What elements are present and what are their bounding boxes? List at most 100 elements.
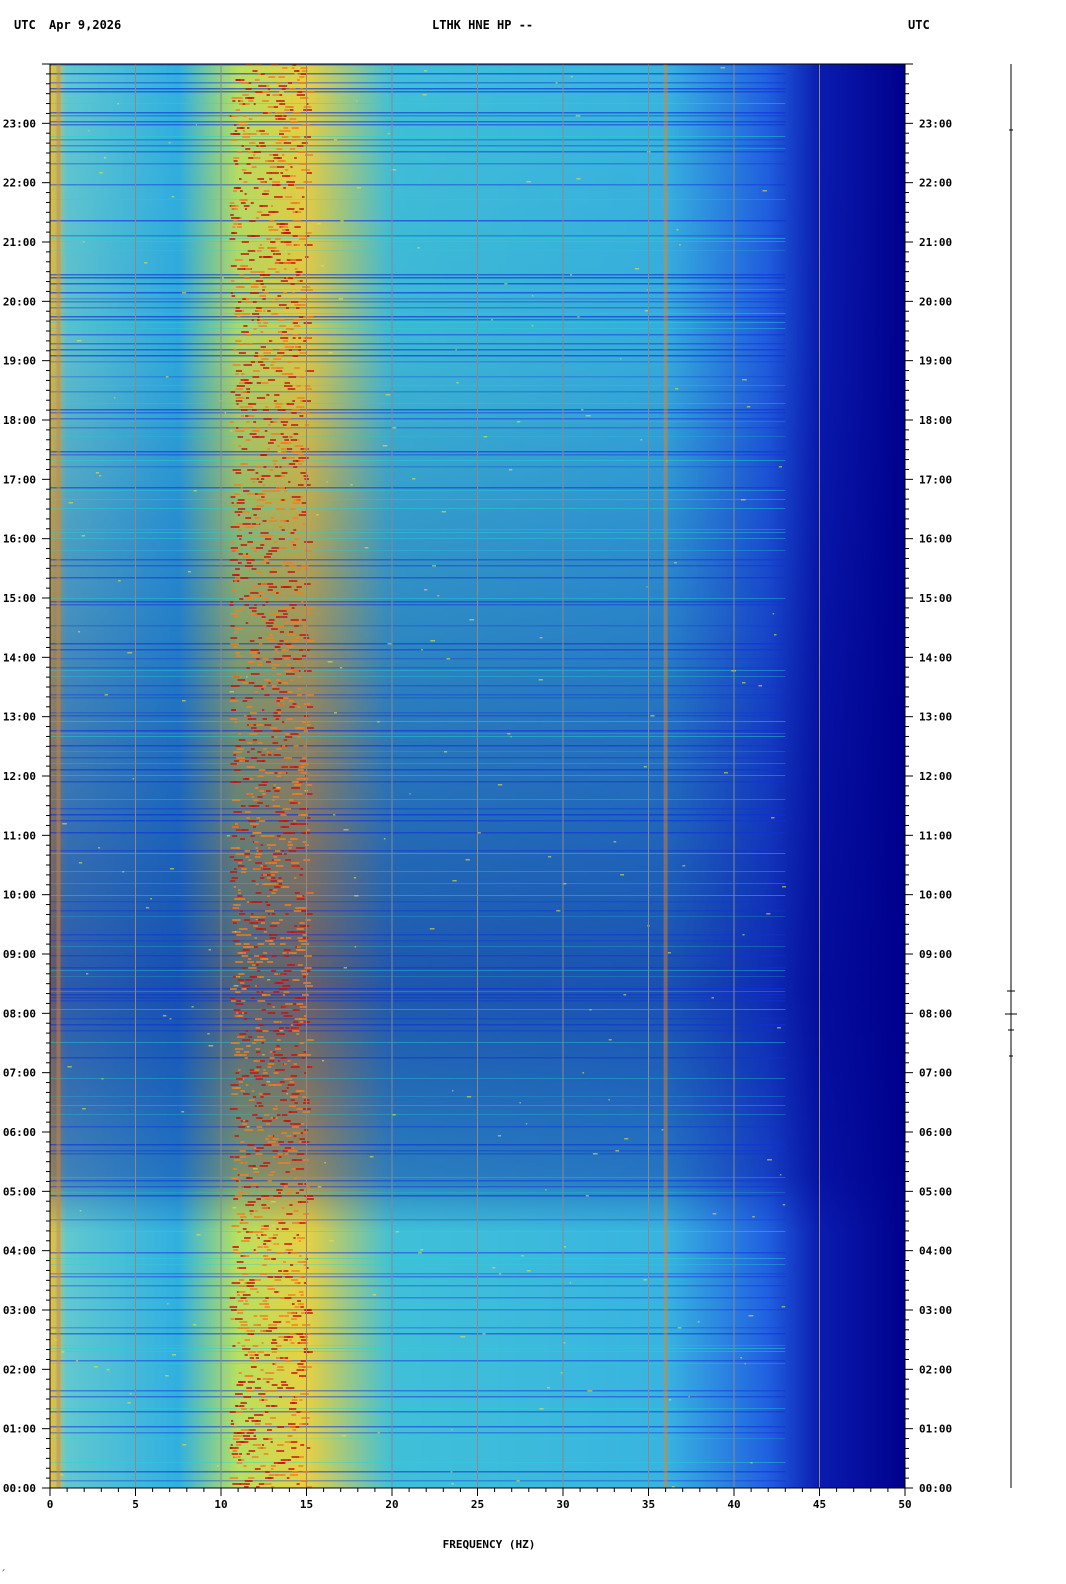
spectrogram-band-speck	[233, 922, 237, 924]
spectrogram-band-speck	[299, 235, 306, 237]
spectrogram-band-speck	[280, 814, 287, 816]
spectrogram-band-speck	[276, 865, 284, 867]
spectrogram-band-speck	[288, 1105, 296, 1107]
spectrogram-band-speck	[252, 1345, 259, 1347]
spectrogram-band-speck	[273, 1195, 282, 1197]
spectrogram-band-speck	[252, 739, 258, 741]
spectrogram-band-speck	[275, 646, 280, 648]
spectrogram-band-speck	[285, 1171, 290, 1173]
spectrogram-band-speck	[229, 559, 238, 561]
spectrogram-band-speck	[263, 466, 267, 468]
spectrogram-band-speck	[249, 1357, 254, 1359]
spectrogram-band-speck	[293, 547, 297, 549]
spectrogram-band-speck	[256, 505, 265, 507]
spectrogram-speck	[165, 1375, 169, 1377]
spectrogram-speck	[372, 1294, 377, 1296]
spectrogram-band-speck	[288, 82, 292, 84]
x-axis: 0 5 10 15 20 25 30 35 40 45 50	[47, 1488, 912, 1511]
spectrogram-band-speck	[264, 1273, 267, 1275]
spectrogram-band-speck	[299, 1399, 303, 1401]
y-tick-label-left: 12:00	[3, 770, 36, 783]
spectrogram-band-speck	[288, 349, 292, 351]
spectrogram-band-speck	[235, 472, 242, 474]
spectrogram-speck	[777, 1027, 781, 1029]
spectrogram-band-speck	[268, 619, 275, 621]
spectrogram-band-speck	[251, 1360, 257, 1362]
spectrogram-band-speck	[271, 1384, 278, 1386]
spectrogram-speck	[317, 1186, 322, 1188]
spectrogram-band-speck	[275, 238, 281, 240]
spectrogram-band-speck	[248, 1165, 255, 1167]
spectrogram-speck	[688, 1396, 690, 1398]
spectrogram-band-speck	[246, 388, 251, 390]
spectrogram-band-speck	[261, 1042, 265, 1044]
spectrogram-band-speck	[245, 343, 253, 345]
spectrogram-band-speck	[278, 538, 285, 540]
spectrogram-band-speck	[259, 1165, 268, 1167]
spectrogram-band-speck	[289, 463, 296, 465]
spectrogram-speck	[430, 640, 435, 642]
spectrogram-band-speck	[292, 544, 297, 546]
spectrogram-row-dark	[50, 391, 786, 393]
spectrogram-band-speck	[305, 919, 311, 921]
spectrogram-row-dark	[50, 730, 786, 732]
spectrogram-speck	[382, 445, 388, 447]
spectrogram-speck	[146, 907, 150, 909]
spectrogram-band-speck	[232, 1225, 236, 1227]
spectrogram-band-speck	[283, 1015, 293, 1017]
y-tick-label-right: 08:00	[919, 1007, 952, 1020]
spectrogram-band-speck	[272, 1138, 279, 1140]
spectrogram-band-speck	[233, 493, 240, 495]
spectrogram-row-light	[50, 508, 786, 509]
spectrogram-band-speck	[261, 958, 269, 960]
spectrogram-band-speck	[272, 1339, 277, 1341]
y-tick-label-right: 14:00	[919, 651, 952, 664]
spectrogram-band-speck	[298, 1366, 307, 1368]
spectrogram-band-speck	[291, 1168, 299, 1170]
spectrogram-band-speck	[268, 76, 276, 78]
spectrogram-band-speck	[253, 955, 262, 957]
spectrogram-band-speck	[293, 1237, 296, 1239]
spectrogram-speck	[563, 1246, 566, 1248]
spectrogram-band-speck	[285, 427, 292, 429]
spectrogram-band-speck	[282, 154, 285, 156]
spectrogram-band-speck	[237, 679, 246, 681]
y-tick-label-left: 07:00	[3, 1067, 36, 1080]
spectrogram-band-speck	[304, 136, 311, 138]
spectrogram-band-speck	[300, 1360, 306, 1362]
spectrogram-band-speck	[270, 433, 278, 435]
spectrogram-band-speck	[280, 172, 284, 174]
spectrogram-band-speck	[235, 943, 242, 945]
spectrogram-band-speck	[266, 358, 269, 360]
spectrogram-row-dark	[50, 997, 786, 999]
spectrogram-band-speck	[238, 892, 242, 894]
y-tick-label-left: 06:00	[3, 1126, 36, 1139]
spectrogram-band-speck	[292, 136, 298, 138]
spectrogram-band-speck	[242, 1294, 251, 1296]
spectrogram-speck	[106, 1369, 110, 1371]
spectrogram-band-speck	[258, 361, 264, 363]
spectrogram-band-speck	[249, 1069, 255, 1071]
spectrogram-band-speck	[287, 832, 296, 834]
spectrogram-band-speck	[229, 1156, 234, 1158]
spectrogram-speck	[392, 1114, 396, 1116]
spectrogram-band-speck	[240, 1141, 245, 1143]
spectrogram-band-speck	[287, 571, 295, 573]
spectrogram-speck	[525, 1123, 528, 1125]
spectrogram-band-speck	[248, 1231, 257, 1233]
spectrogram-band-speck	[290, 1024, 294, 1026]
spectrogram-band-speck	[296, 145, 304, 147]
spectrogram-band-speck	[248, 805, 256, 807]
spectrogram-band-speck	[248, 532, 253, 534]
spectrogram-band-speck	[304, 955, 312, 957]
spectrogram-band-speck	[253, 826, 256, 828]
spectrogram-row-dark	[50, 625, 786, 627]
spectrogram-band-speck	[278, 1141, 284, 1143]
spectrogram-band-speck	[252, 1438, 257, 1440]
spectrogram-band-speck	[234, 1159, 241, 1161]
spectrogram-band-speck	[229, 238, 236, 240]
spectrogram-band-speck	[262, 100, 269, 102]
spectrogram-row-light	[50, 1231, 786, 1232]
spectrogram-band-speck	[263, 292, 269, 294]
spectrogram-band-speck	[295, 187, 305, 189]
